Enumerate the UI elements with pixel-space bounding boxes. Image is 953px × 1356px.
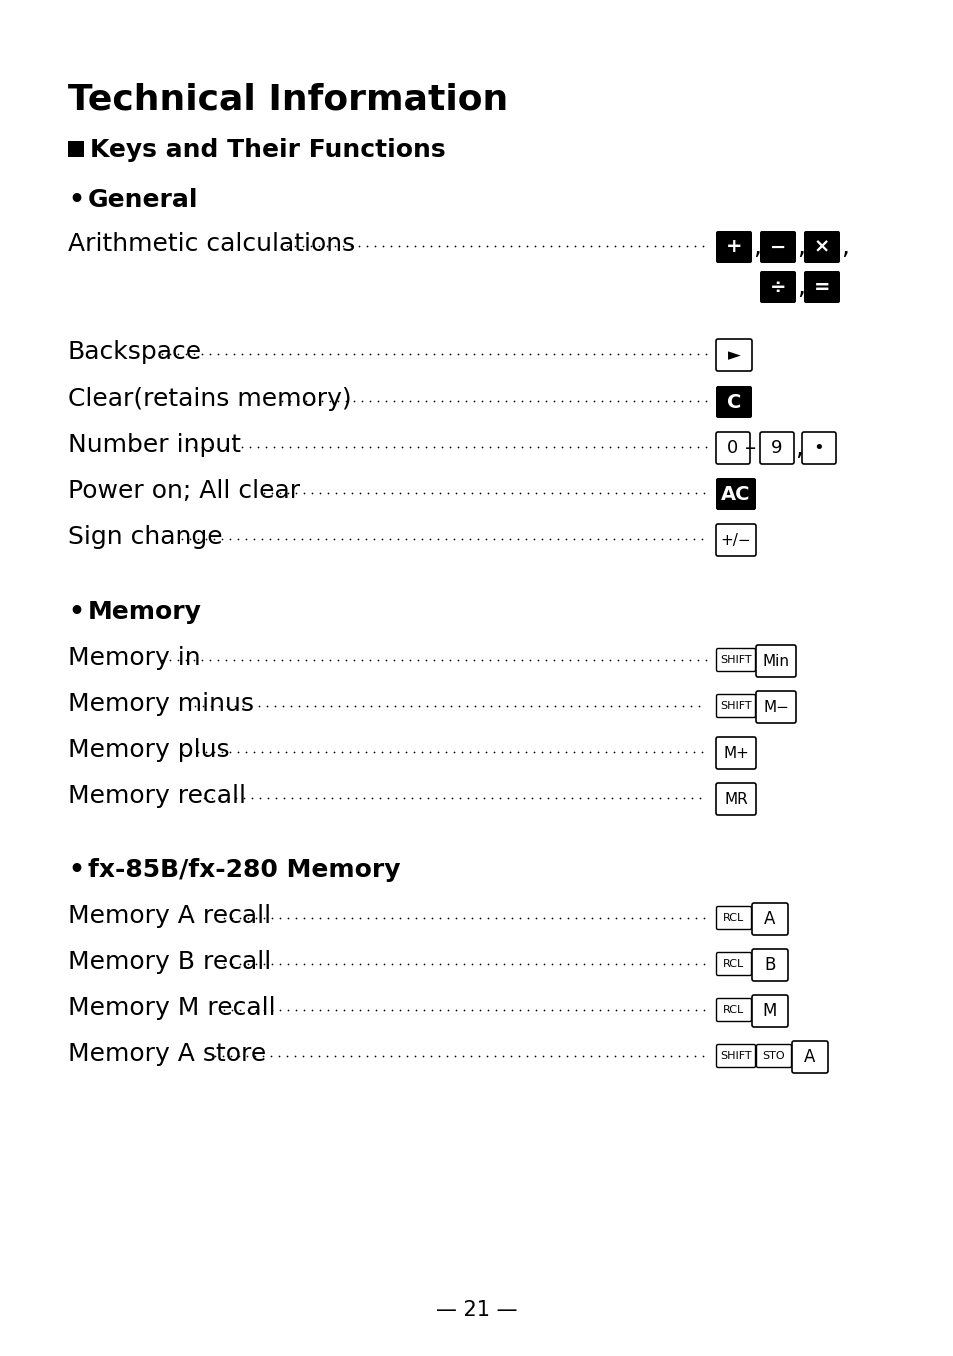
Text: M+: M+ — [722, 746, 748, 761]
Text: C: C — [726, 392, 740, 411]
FancyBboxPatch shape — [716, 738, 755, 769]
Text: Power on; All clear: Power on; All clear — [68, 479, 300, 503]
FancyBboxPatch shape — [716, 648, 755, 671]
FancyBboxPatch shape — [716, 907, 751, 929]
Text: Arithmetic calculations: Arithmetic calculations — [68, 232, 355, 256]
Text: –: – — [744, 438, 756, 458]
Text: •: • — [813, 439, 823, 457]
FancyBboxPatch shape — [751, 995, 787, 1026]
FancyBboxPatch shape — [716, 386, 751, 418]
FancyBboxPatch shape — [716, 433, 749, 464]
FancyBboxPatch shape — [803, 271, 840, 302]
Text: RCL: RCL — [722, 913, 744, 923]
Text: Keys and Their Functions: Keys and Their Functions — [90, 138, 445, 161]
Text: Backspace: Backspace — [68, 340, 202, 363]
FancyBboxPatch shape — [760, 271, 795, 302]
Text: ,: , — [796, 275, 804, 300]
Text: Memory minus: Memory minus — [68, 692, 253, 716]
Text: Memory plus: Memory plus — [68, 738, 230, 762]
Text: — 21 —: — 21 — — [436, 1300, 517, 1319]
FancyBboxPatch shape — [755, 645, 795, 677]
FancyBboxPatch shape — [716, 694, 755, 717]
FancyBboxPatch shape — [716, 782, 755, 815]
Text: fx-85B/fx-280 Memory: fx-85B/fx-280 Memory — [88, 858, 400, 881]
Text: SHIFT: SHIFT — [720, 1051, 751, 1060]
FancyBboxPatch shape — [716, 523, 755, 556]
FancyBboxPatch shape — [716, 998, 751, 1021]
Text: ,: , — [752, 235, 760, 259]
Text: STO: STO — [761, 1051, 784, 1060]
Text: Memory: Memory — [88, 599, 202, 624]
Text: ►: ► — [727, 346, 740, 363]
Text: RCL: RCL — [722, 1005, 744, 1016]
FancyBboxPatch shape — [803, 231, 840, 263]
Text: Memory B recall: Memory B recall — [68, 951, 271, 974]
Text: ,: , — [841, 235, 848, 259]
Text: ,: , — [794, 437, 802, 460]
Text: A: A — [763, 910, 775, 928]
Text: =: = — [813, 278, 829, 297]
Text: Memory A recall: Memory A recall — [68, 904, 271, 928]
FancyBboxPatch shape — [716, 1044, 755, 1067]
Text: A: A — [803, 1048, 815, 1066]
FancyBboxPatch shape — [716, 231, 751, 263]
Text: MR: MR — [723, 792, 747, 807]
FancyBboxPatch shape — [801, 433, 835, 464]
Text: 0: 0 — [726, 439, 738, 457]
Text: Memory A store: Memory A store — [68, 1041, 266, 1066]
Text: −: − — [769, 237, 785, 256]
FancyBboxPatch shape — [716, 479, 755, 510]
Text: ,: , — [796, 235, 804, 259]
FancyBboxPatch shape — [756, 1044, 791, 1067]
Text: Memory in: Memory in — [68, 645, 200, 670]
Text: General: General — [88, 188, 198, 212]
Text: M−: M− — [762, 700, 788, 715]
FancyBboxPatch shape — [716, 952, 751, 975]
Text: B: B — [763, 956, 775, 974]
Text: +/−: +/− — [720, 533, 751, 548]
FancyBboxPatch shape — [751, 903, 787, 936]
Text: RCL: RCL — [722, 959, 744, 970]
Text: •: • — [68, 599, 84, 624]
Text: Sign change: Sign change — [68, 525, 222, 549]
Text: •: • — [68, 188, 84, 212]
FancyBboxPatch shape — [760, 433, 793, 464]
Text: AC: AC — [720, 484, 750, 503]
FancyBboxPatch shape — [760, 231, 795, 263]
Text: Min: Min — [761, 654, 789, 669]
Text: Number input: Number input — [68, 433, 241, 457]
Text: SHIFT: SHIFT — [720, 701, 751, 711]
Text: M: M — [762, 1002, 777, 1020]
FancyBboxPatch shape — [68, 141, 84, 157]
Text: Memory recall: Memory recall — [68, 784, 246, 808]
Text: SHIFT: SHIFT — [720, 655, 751, 664]
FancyBboxPatch shape — [791, 1041, 827, 1073]
Text: Technical Information: Technical Information — [68, 81, 508, 117]
Text: ÷: ÷ — [769, 278, 785, 297]
Text: ×: × — [813, 237, 829, 256]
Text: Clear(retains memory): Clear(retains memory) — [68, 386, 352, 411]
Text: •: • — [68, 858, 84, 881]
Text: 9: 9 — [770, 439, 781, 457]
Text: +: + — [725, 237, 741, 256]
FancyBboxPatch shape — [751, 949, 787, 980]
FancyBboxPatch shape — [716, 339, 751, 372]
FancyBboxPatch shape — [755, 692, 795, 723]
Text: Memory M recall: Memory M recall — [68, 997, 275, 1020]
